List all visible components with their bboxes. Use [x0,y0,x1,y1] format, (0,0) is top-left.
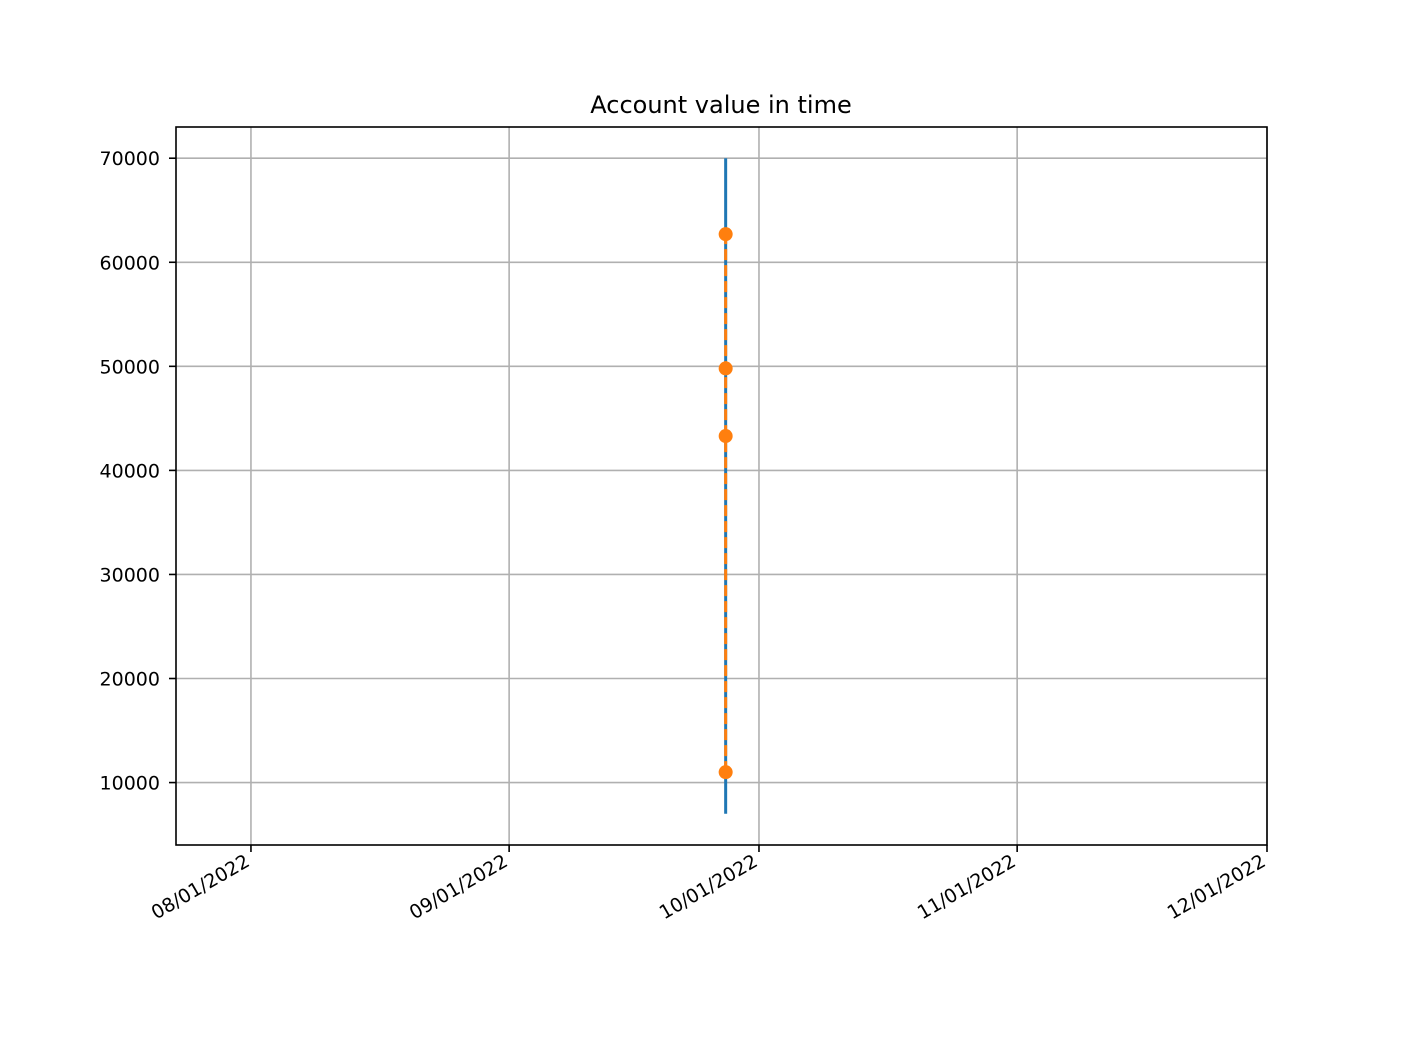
y-tick-label: 70000 [100,148,160,170]
y-tick-label: 20000 [100,669,160,691]
y-axis: 10000 20000 30000 40000 50000 60000 70000 [100,148,176,795]
grid-lines [176,127,1268,845]
y-tick-label: 40000 [100,460,160,482]
series-2-point [718,765,733,780]
plot-area [718,158,733,814]
y-tick-label: 30000 [100,564,160,586]
series-2-point [718,227,733,242]
y-tick-label: 60000 [100,252,160,274]
y-tick-label: 10000 [100,773,160,795]
axes-frame [175,126,1268,846]
series-2-point [718,361,733,376]
chart-title: Account value in time [590,91,851,119]
series-2-point [718,429,733,444]
y-tick-label: 50000 [100,356,160,378]
